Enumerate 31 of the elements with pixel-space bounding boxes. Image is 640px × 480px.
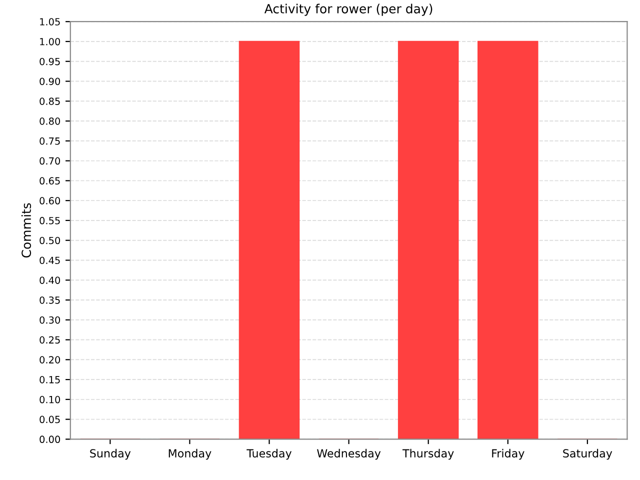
y-tick-label: 1.00 — [40, 38, 60, 46]
y-tick-label: 0.80 — [40, 118, 60, 125]
y-tick-label: 0.40 — [40, 276, 60, 284]
x-tick-label: Tuesday — [246, 448, 292, 460]
y-tick-label: 0.90 — [40, 78, 60, 86]
y-tick-label: 0.50 — [40, 236, 60, 244]
y-tick-label: 0.70 — [40, 157, 60, 165]
y-tick-label: 0.35 — [40, 296, 60, 304]
x-tick-label: Monday — [168, 448, 212, 460]
y-tick-label: 0.85 — [40, 98, 60, 105]
chart-title: Activity for rower (per day) — [264, 4, 432, 16]
y-tick-label: 0.75 — [40, 137, 60, 145]
y-tick-label: 0.05 — [40, 416, 60, 424]
y-tick-label: 0.20 — [40, 356, 60, 364]
x-tick-label: Saturday — [563, 448, 612, 460]
x-tick-label: Wednesday — [317, 448, 381, 460]
x-tick-label: Friday — [492, 448, 524, 460]
y-tick-label: 0.10 — [40, 396, 60, 404]
y-tick-label: 0.60 — [40, 197, 60, 204]
y-tick-label: 0.45 — [40, 256, 60, 264]
y-tick-label: 0.00 — [40, 436, 60, 444]
y-tick-label: 0.95 — [40, 58, 60, 66]
y-axis-title: Commits — [21, 203, 32, 258]
x-tick-label: Sunday — [90, 448, 131, 460]
y-tick-label: 0.65 — [40, 177, 60, 185]
y-tick-label: 0.15 — [40, 376, 60, 384]
y-tick-label: 1.05 — [40, 18, 60, 26]
y-tick-label: 0.55 — [40, 216, 60, 224]
y-tick-label: 0.25 — [40, 336, 60, 344]
x-tick-label: Thursday — [402, 448, 454, 460]
y-tick-label: 0.30 — [40, 316, 60, 324]
